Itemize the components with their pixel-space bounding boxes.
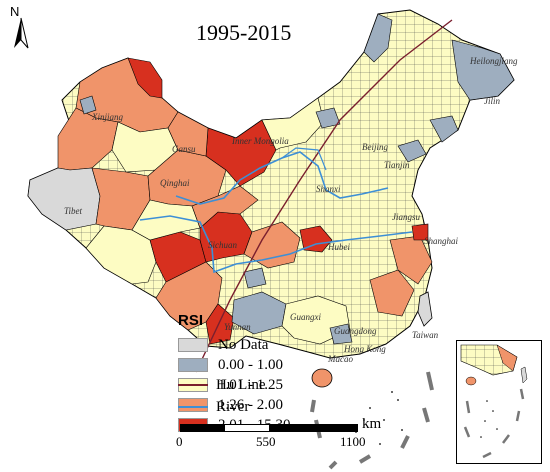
- scale-bar-graphic: [180, 424, 358, 432]
- label-gansu: Gansu: [172, 144, 196, 154]
- region-south-blue: [329, 323, 353, 345]
- south-china-sea-inset: [456, 340, 542, 464]
- label-beijing: Beijing: [362, 142, 388, 152]
- region-liaoning-blue: [397, 139, 427, 163]
- legend-title: RSI: [178, 312, 204, 329]
- region-gansu-orange: [167, 111, 209, 157]
- label-taiwan: Taiwan: [412, 330, 439, 340]
- label-yunnan: Yunnan: [224, 322, 251, 332]
- scale-unit: km: [362, 416, 382, 432]
- label-hubei: Hubei: [328, 242, 350, 252]
- label-hong-kong: Hong Kong: [344, 344, 386, 354]
- region-shanghai: [411, 223, 429, 241]
- legend-label: No Data: [218, 336, 269, 353]
- region-qinghai-south: [131, 199, 201, 241]
- taiwan-island: [417, 291, 433, 327]
- scale-tick: 0: [176, 434, 183, 449]
- region-central-orange: [243, 221, 301, 269]
- scale-tick: 550: [256, 434, 276, 449]
- legend-label: 1.01 - 1.25: [218, 376, 283, 393]
- label-shanghai: Shanghai: [424, 236, 459, 246]
- hu-line: [195, 19, 453, 373]
- region-fujian: [369, 269, 415, 317]
- map-title: 1995-2015: [196, 20, 292, 45]
- hainan-island: [311, 368, 333, 388]
- label-shanxi: Shanxi: [316, 184, 341, 194]
- region-jilin-blue: [429, 115, 459, 143]
- label-jilin: Jilin: [484, 96, 500, 106]
- legend-label: 1.26 - 2.00: [218, 396, 283, 413]
- label-inner-mongolia: Inner Mongolia: [232, 136, 289, 146]
- label-sichuan: Sichuan: [208, 240, 237, 250]
- legend-item-river: River: [178, 398, 249, 416]
- label-guangxi: Guangxi: [290, 312, 321, 322]
- hu-line-swatch: [178, 384, 208, 386]
- yangtze-river: [139, 215, 413, 274]
- label-macao: Macao: [328, 354, 353, 364]
- legend-swatch: [178, 398, 208, 412]
- region-hubei-red: [299, 225, 333, 253]
- region-yunnan-south: [205, 303, 235, 345]
- legend-item-1.26-2: 1.26 - 2.00: [178, 396, 283, 414]
- label-tibet: Tibet: [64, 206, 83, 216]
- north-arrow-icon: [14, 17, 29, 49]
- legend-label: Hu Line: [216, 376, 266, 393]
- legend-item-no-data: No Data: [178, 336, 268, 354]
- region-sichuan-orange: [191, 185, 259, 229]
- region-im-central: [261, 97, 325, 151]
- legend-label: 0.00 - 1.00: [218, 356, 283, 373]
- label-jiangsu: Jiangsu: [392, 212, 420, 222]
- yellow-river: [175, 151, 389, 205]
- region-im-east-blue: [363, 13, 393, 63]
- legend-item-hu-line: Hu Line: [178, 376, 266, 394]
- legend-item-0-1: 0.00 - 1.00: [178, 356, 283, 374]
- region-guizhou-blue: [243, 267, 267, 289]
- north-arrow: N: [6, 4, 36, 54]
- region-xinjiang-tip: [127, 57, 163, 99]
- label-heilongjiang: Heilongjiang: [470, 56, 518, 66]
- legend-swatch: [178, 338, 208, 352]
- legend-swatch: [178, 358, 208, 372]
- river-swatch: [178, 406, 208, 408]
- north-label: N: [10, 4, 20, 19]
- legend-label: River: [216, 398, 250, 415]
- region-xinjiang-west-blue: [79, 95, 97, 115]
- label-tianjin: Tianjin: [384, 160, 410, 170]
- region-heilongjiang-blue: [451, 39, 515, 101]
- scale-tick: 1100: [340, 434, 366, 449]
- label-qinghai: Qinghai: [160, 178, 190, 188]
- yellow-river-loop: [281, 147, 327, 171]
- label-guangdong: Guangdong: [334, 326, 377, 336]
- inset-map: [460, 344, 528, 459]
- region-north-blue: [315, 107, 341, 129]
- region-tibet: [27, 167, 101, 231]
- label-xinjiang: Xinjiang: [92, 112, 123, 122]
